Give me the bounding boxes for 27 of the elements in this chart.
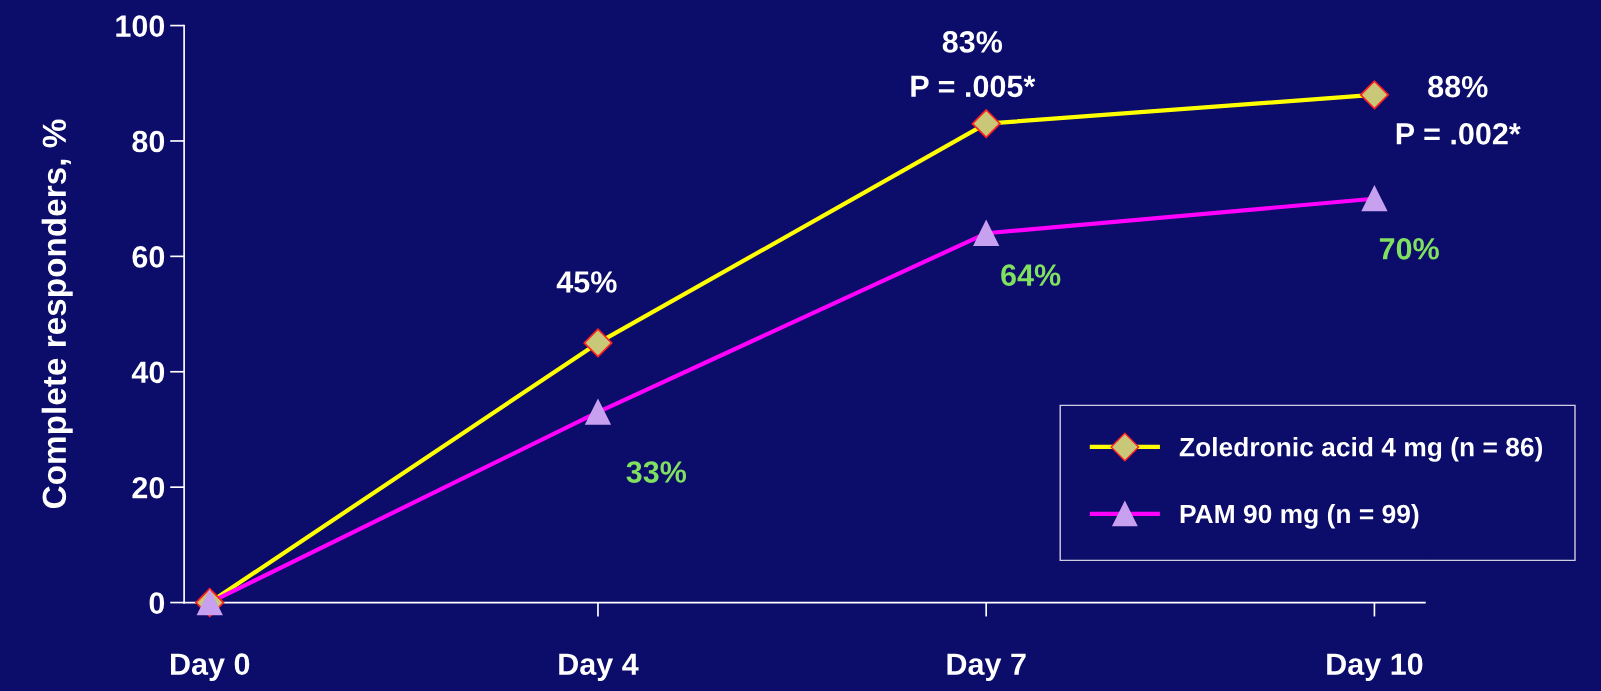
point bbox=[973, 220, 999, 246]
data-label: 64% bbox=[1001, 264, 1061, 286]
x-tick-label: Day 4 bbox=[559, 653, 639, 682]
legend-label: Zoledronic acid 4 mg (n = 86) bbox=[1179, 437, 1543, 462]
y-tick-label: 40 bbox=[131, 361, 165, 384]
x-tick-label: Day 7 bbox=[947, 653, 1026, 682]
annotation: P = .005* bbox=[911, 75, 1036, 98]
point bbox=[1361, 186, 1388, 212]
y-axis-title: Complete responders, % bbox=[41, 119, 73, 509]
point bbox=[1359, 80, 1390, 110]
y-tick-label: 20 bbox=[132, 476, 165, 499]
data-label: 33% bbox=[626, 461, 687, 483]
data-label: 45% bbox=[556, 271, 617, 293]
y-tick-label: 100 bbox=[116, 15, 165, 37]
data-label: 88% bbox=[1428, 75, 1488, 98]
y-tick-label: 60 bbox=[132, 246, 165, 268]
legend-label: PAM 90 mg (n = 99) bbox=[1180, 503, 1419, 529]
point bbox=[585, 399, 611, 425]
y-tick-label: 80 bbox=[132, 130, 165, 153]
point bbox=[971, 109, 1001, 139]
data-label: 83% bbox=[942, 31, 1003, 53]
y-tick-label: 0 bbox=[149, 592, 165, 614]
x-tick-label: Day 0 bbox=[171, 653, 250, 682]
data-label: 70% bbox=[1379, 238, 1439, 260]
x-tick-label: Day 10 bbox=[1327, 653, 1423, 682]
point bbox=[583, 328, 613, 358]
annotation: P = .002* bbox=[1396, 123, 1521, 145]
